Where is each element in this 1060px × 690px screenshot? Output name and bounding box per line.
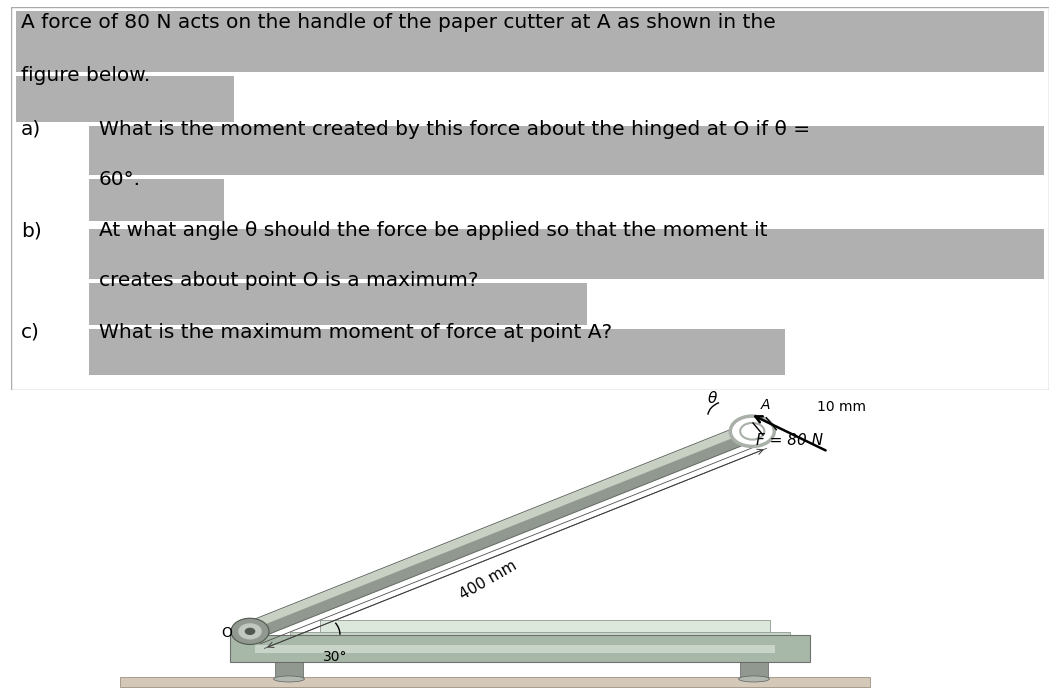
Text: A: A bbox=[760, 398, 770, 412]
Text: a): a) bbox=[21, 120, 41, 139]
Text: 60°.: 60°. bbox=[99, 170, 141, 188]
Bar bbox=[250, 644, 790, 659]
Bar bbox=[320, 620, 770, 635]
Polygon shape bbox=[244, 424, 752, 631]
Circle shape bbox=[730, 416, 774, 446]
Circle shape bbox=[245, 628, 255, 635]
Bar bbox=[89, 229, 1044, 279]
Text: c): c) bbox=[21, 323, 40, 342]
Bar bbox=[290, 632, 790, 647]
Bar bbox=[230, 635, 810, 662]
Bar bbox=[255, 645, 775, 653]
Text: b): b) bbox=[21, 221, 41, 240]
Circle shape bbox=[740, 423, 764, 440]
Text: θ: θ bbox=[708, 391, 717, 406]
Bar bbox=[89, 328, 784, 375]
Bar bbox=[89, 283, 587, 325]
Text: 30°: 30° bbox=[322, 650, 348, 664]
Bar bbox=[120, 677, 870, 687]
Bar bbox=[740, 662, 768, 679]
Text: creates about point O is a maximum?: creates about point O is a maximum? bbox=[99, 271, 478, 290]
Text: O: O bbox=[222, 627, 232, 640]
Bar bbox=[89, 126, 1044, 175]
Circle shape bbox=[231, 618, 269, 644]
Bar bbox=[16, 11, 1044, 72]
Circle shape bbox=[238, 623, 262, 640]
Text: At what angle θ should the force be applied so that the moment it: At what angle θ should the force be appl… bbox=[99, 221, 767, 240]
Ellipse shape bbox=[273, 676, 304, 682]
Text: A force of 80 N acts on the handle of the paper cutter at A as shown in the: A force of 80 N acts on the handle of th… bbox=[21, 12, 776, 32]
Text: 400 mm: 400 mm bbox=[457, 558, 519, 602]
Text: figure below.: figure below. bbox=[21, 66, 151, 86]
Bar bbox=[16, 76, 234, 122]
Text: 10 mm: 10 mm bbox=[817, 400, 866, 414]
Text: F = 80 N: F = 80 N bbox=[756, 433, 824, 448]
Text: What is the moment created by this force about the hinged at O if θ =: What is the moment created by this force… bbox=[99, 120, 810, 139]
Ellipse shape bbox=[739, 676, 770, 682]
Bar bbox=[89, 179, 224, 221]
Bar bbox=[275, 662, 303, 679]
Text: What is the maximum moment of force at point A?: What is the maximum moment of force at p… bbox=[99, 323, 612, 342]
Polygon shape bbox=[244, 424, 759, 639]
